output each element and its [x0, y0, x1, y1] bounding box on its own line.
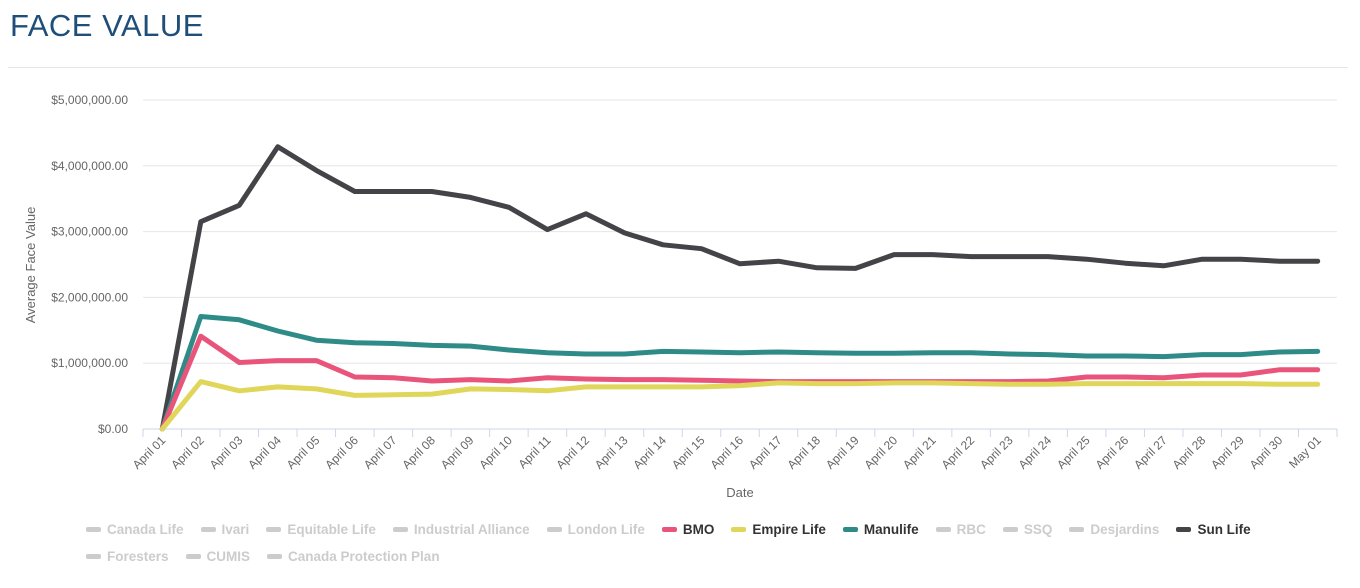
x-tick-label: April 02	[168, 433, 207, 472]
legend-item-manulife[interactable]: Manulife	[842, 520, 919, 538]
x-axis-title: Date	[726, 485, 753, 500]
x-tick-label: April 12	[553, 433, 592, 472]
legend-swatch	[731, 526, 747, 532]
x-tick-label: April 29	[1208, 433, 1247, 472]
page-title: FACE VALUE	[10, 8, 204, 43]
legend-swatch	[185, 553, 201, 559]
legend-item-equitable-life[interactable]: Equitable Life	[266, 520, 376, 538]
legend-label: Industrial Alliance	[413, 521, 530, 537]
legend-swatch	[86, 526, 101, 532]
x-tick-label: April 01	[130, 433, 169, 472]
legend-item-canada-protection-plan[interactable]: Canada Protection Plan	[267, 547, 440, 565]
x-tick-label: April 08	[399, 433, 438, 472]
legend-label: Empire Life	[752, 521, 826, 537]
y-tick-label: $5,000,000.00	[51, 93, 128, 107]
legend-label: Foresters	[107, 548, 169, 564]
x-tick-label: April 09	[438, 433, 477, 472]
x-tick-label: April 17	[746, 433, 785, 472]
x-tick-label: April 16	[707, 433, 746, 472]
x-tick-label: April 10	[476, 433, 515, 472]
x-tick-label: April 06	[322, 433, 361, 472]
legend-label: CUMIS	[206, 548, 251, 564]
y-tick-label: $1,000,000.00	[51, 356, 128, 370]
x-tick-label: April 28	[1170, 433, 1209, 472]
legend-label: Desjardins	[1090, 521, 1160, 537]
axes: $0.00 $1,000,000.00 $2,000,000.00 $3,000,00…	[51, 93, 1338, 472]
x-tick-label: April 19	[823, 433, 862, 472]
x-tick-label: April 25	[1054, 433, 1093, 472]
series-line-sun-life[interactable]	[159, 144, 1321, 432]
legend-swatch	[267, 553, 283, 559]
legend-item-desjardins[interactable]: Desjardins	[1069, 520, 1159, 538]
legend-swatch	[546, 526, 562, 532]
x-tick-label: April 14	[630, 433, 669, 472]
x-tick-label: April 22	[939, 433, 978, 472]
legend-label: SSQ	[1023, 521, 1053, 537]
x-tick-label: April 23	[977, 433, 1016, 472]
x-tick-label: April 30	[1247, 433, 1286, 472]
x-tick-label: April 18	[784, 433, 823, 472]
face-value-line-chart: $0.00 $1,000,000.00 $2,000,000.00 $3,000,00…	[23, 93, 1338, 500]
legend-swatch	[86, 553, 101, 559]
legend-item-industrial-alliance[interactable]: Industrial Alliance	[392, 520, 530, 538]
series-line-bmo[interactable]	[159, 333, 1321, 432]
legend-swatch	[661, 526, 677, 532]
x-tick-label: April 05	[284, 433, 323, 472]
x-tick-label: April 24	[1016, 433, 1055, 472]
x-tick-label: April 26	[1093, 433, 1132, 472]
y-tick-label: $0.00	[98, 422, 128, 436]
legend-item-sun-life[interactable]: Sun Life	[1176, 520, 1251, 538]
x-tick-label: April 20	[862, 433, 901, 472]
gridlines	[143, 99, 1337, 364]
legend-item-london-life[interactable]: London Life	[546, 520, 645, 538]
legend-label: RBC	[956, 521, 986, 537]
chart-legend: Canada Life Ivari Equitable Life Industrial…	[86, 520, 1316, 565]
legend-swatch	[266, 526, 282, 532]
legend-item-foresters[interactable]: Foresters	[86, 547, 169, 565]
legend-item-empire-life[interactable]: Empire Life	[731, 520, 826, 538]
legend-label: Canada Protection Plan	[288, 548, 440, 564]
legend-swatch	[200, 526, 216, 532]
legend-label: Equitable Life	[287, 521, 376, 537]
legend-item-bmo[interactable]: BMO	[661, 520, 715, 538]
legend-swatch	[935, 526, 951, 532]
legend-item-ivari[interactable]: Ivari	[200, 520, 250, 538]
legend-swatch	[1176, 526, 1192, 532]
x-tick-label: April 11	[516, 433, 554, 471]
y-tick-label: $4,000,000.00	[51, 159, 128, 173]
legend-swatch	[392, 526, 408, 532]
legend-swatch	[1002, 526, 1018, 532]
legend-item-canada-life[interactable]: Canada Life	[86, 520, 184, 538]
x-tick-label: May 01	[1286, 433, 1324, 471]
legend-swatch	[842, 526, 858, 532]
x-tick-label: April 03	[207, 433, 246, 472]
x-tick-label: April 15	[669, 433, 708, 472]
x-tick-label: April 13	[592, 433, 631, 472]
x-tick-label: April 04	[245, 433, 284, 472]
legend-item-ssq[interactable]: SSQ	[1002, 520, 1053, 538]
legend-label: Manulife	[863, 521, 919, 537]
legend-item-rbc[interactable]: RBC	[935, 520, 986, 538]
legend-item-cumis[interactable]: CUMIS	[185, 547, 251, 565]
legend-label: Sun Life	[1197, 521, 1251, 537]
legend-label: London Life	[567, 521, 645, 537]
y-tick-label: $3,000,000.00	[51, 225, 128, 239]
x-tick-label: April 21	[900, 433, 939, 472]
y-tick-label: $2,000,000.00	[51, 290, 128, 304]
x-tick-label: April 07	[361, 433, 400, 472]
series-line-empire-life[interactable]	[159, 379, 1321, 432]
legend-label: Canada Life	[107, 521, 184, 537]
series-line-manulife[interactable]	[159, 314, 1321, 432]
legend-label: BMO	[682, 521, 715, 537]
title-divider	[8, 67, 1348, 68]
legend-label: Ivari	[221, 521, 250, 537]
x-tick-label: April 27	[1131, 433, 1170, 472]
legend-swatch	[1069, 526, 1085, 532]
y-axis-title: Average Face Value	[23, 207, 38, 324]
series-lines[interactable]	[159, 144, 1321, 432]
